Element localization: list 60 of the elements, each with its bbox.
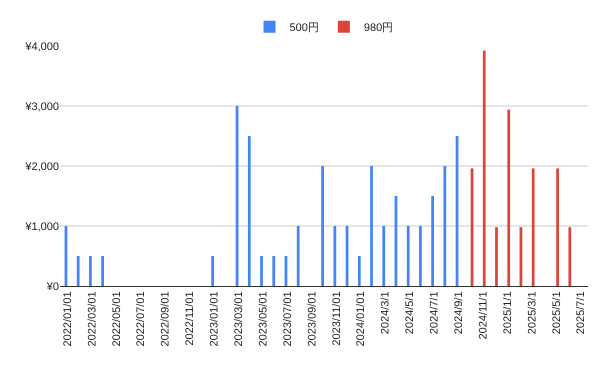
x-tick-label: 2025/1/1: [502, 291, 514, 334]
x-tick-label: 2022/09/01: [160, 291, 172, 346]
bar: [358, 256, 361, 286]
x-tick-label: 2022/03/01: [86, 291, 98, 346]
bar: [507, 110, 510, 286]
bar: [456, 136, 458, 286]
legend-label: 500円: [290, 22, 319, 34]
y-tick-label: ¥2,000: [24, 160, 59, 173]
x-tick-label: 2022/05/01: [110, 291, 123, 346]
bar: [520, 227, 522, 286]
x-tick-label: 2025/3/1: [526, 291, 538, 334]
bar: [64, 226, 68, 286]
x-tick-label: 2023/11/01: [330, 291, 343, 346]
x-tick-label: 2024/01/01: [355, 291, 368, 346]
y-tick-label: ¥1,000: [24, 220, 59, 233]
bar: [370, 166, 373, 286]
bar: [284, 256, 288, 286]
x-tick-label: 2024/7/1: [428, 291, 441, 334]
bar: [346, 226, 348, 286]
legend-label: 980円: [364, 22, 394, 34]
bar: [76, 256, 80, 286]
x-tick-label: 2023/05/01: [257, 291, 270, 346]
x-tick-label: 2023/01/01: [208, 291, 221, 346]
bar: [272, 256, 276, 286]
bar: [236, 106, 238, 286]
bar: [495, 227, 498, 286]
bar: [260, 256, 263, 286]
bar: [482, 50, 486, 286]
x-tick-label: 2022/11/01: [184, 291, 196, 346]
x-tick-label: 2022/01/01: [62, 291, 74, 346]
bar: [419, 226, 422, 286]
bar: [333, 226, 336, 286]
bar: [89, 256, 92, 286]
bar: [296, 226, 300, 286]
x-tick-label: 2023/03/01: [233, 291, 246, 346]
y-tick-label: ¥4,000: [24, 40, 59, 53]
x-tick-label: 2024/9/1: [453, 291, 466, 334]
bar: [443, 166, 446, 286]
bar: [101, 256, 104, 286]
x-tick-label: 2025/5/1: [550, 291, 563, 334]
bar: [211, 256, 214, 286]
bar: [406, 226, 410, 286]
bar: [382, 226, 386, 286]
bar: [248, 136, 251, 286]
y-tick-label: ¥0: [46, 280, 59, 293]
bar: [394, 196, 398, 286]
x-tick-label: 2024/5/1: [404, 291, 416, 334]
x-tick-label: 2023/07/01: [282, 291, 294, 346]
bar: [431, 196, 434, 286]
bar: [532, 168, 535, 286]
bar: [556, 168, 559, 286]
y-tick-label: ¥3,000: [24, 100, 59, 113]
x-tick-label: 2024/3/1: [380, 291, 392, 334]
x-tick-label: 2025/7/1: [575, 291, 588, 334]
bar: [470, 168, 474, 286]
bar: [321, 166, 324, 286]
bar: [568, 227, 572, 286]
x-tick-label: 2022/07/01: [135, 291, 148, 346]
x-tick-label: 2024/11/1: [477, 291, 490, 340]
x-tick-label: 2023/09/01: [306, 291, 318, 346]
